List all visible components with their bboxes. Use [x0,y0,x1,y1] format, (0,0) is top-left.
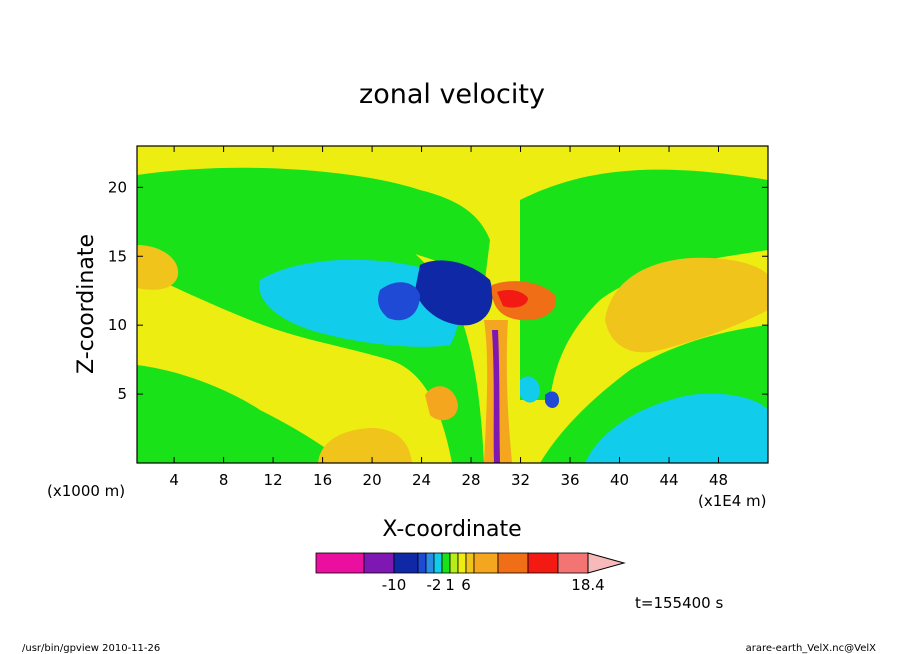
colorbar-tick-label: 6 [461,576,471,594]
y-axis-ticks: 5 10 15 20 [108,178,768,403]
field-blue-small [545,391,560,408]
colorbar-segment [465,552,475,574]
x-unit-label: (x1E4 m) [698,492,767,510]
field-blue-edge [378,282,420,321]
colorbar-segment [393,552,419,574]
x-tick-label: 16 [313,471,332,489]
y-tick-label: 20 [108,178,127,196]
colorbar-tick-label: -10 [382,576,407,594]
z-unit-label: (x1000 m) [47,482,125,500]
colorbar-segment [473,552,499,574]
plot-frame [136,145,769,464]
y-tick-label: 5 [117,385,127,403]
field-orange-bottom [318,428,412,463]
field-green-lower [137,365,345,463]
colorbar-segment [441,552,451,574]
field-orange-right [605,257,768,353]
footer-left: /usr/bin/gpview 2010-11-26 [22,643,160,654]
x-tick-label: 36 [560,471,579,489]
x-axis-ticks: 4 8 12 16 20 24 28 32 36 40 44 48 [169,146,728,489]
colorbar-arrow [587,552,626,574]
colorbar-segment [497,552,529,574]
colorbar-segment [527,552,559,574]
colorbar-tick-label: 18.4 [571,576,604,594]
x-tick-label: 28 [462,471,481,489]
field-blue-core [415,260,493,326]
colorbar-segment [363,552,395,574]
field-green-upper [137,167,490,280]
x-tick-label: 20 [363,471,382,489]
colorbar-tick-label: -2 [427,576,442,594]
x-tick-label: 32 [511,471,530,489]
x-tick-label: 12 [264,471,283,489]
colorbar-tick-labels: -10 -2 1 6 18.4 [382,576,605,594]
x-tick-label: 8 [219,471,229,489]
colorbar-segment [425,552,435,574]
field-orange-left [137,245,179,290]
colorbar-segment [417,552,427,574]
field-central-dark [492,330,500,463]
x-tick-label: 44 [659,471,678,489]
y-axis-label: Z-coordinate [74,234,99,374]
colorbar-segment [449,552,459,574]
x-axis-label: X-coordinate [382,517,521,542]
colorbar-segment [557,552,589,574]
field-cyan-right [585,393,768,463]
footer-right: arare-earth_VelX.nc@VelX [746,643,877,654]
time-label: t=155400 s [635,594,723,612]
y-tick-label: 10 [108,316,127,334]
colorbar [315,552,626,574]
y-tick-label: 15 [108,247,127,265]
field-bottom-patches [425,386,458,421]
x-tick-label: 4 [169,471,179,489]
colorbar-tick-label: 1 [445,576,455,594]
field-green-right [520,169,768,400]
colorbar-segment [315,552,365,574]
field-cyan-mid [259,259,459,347]
field-red-inner [497,290,528,308]
x-tick-label: 48 [709,471,728,489]
colorbar-segment [433,552,443,574]
plot-area [137,146,768,463]
colorbar-segment [457,552,467,574]
x-tick-label: 40 [610,471,629,489]
field-cyan-small [520,376,540,403]
x-tick-label: 24 [412,471,431,489]
chart-title: zonal velocity [359,79,545,110]
